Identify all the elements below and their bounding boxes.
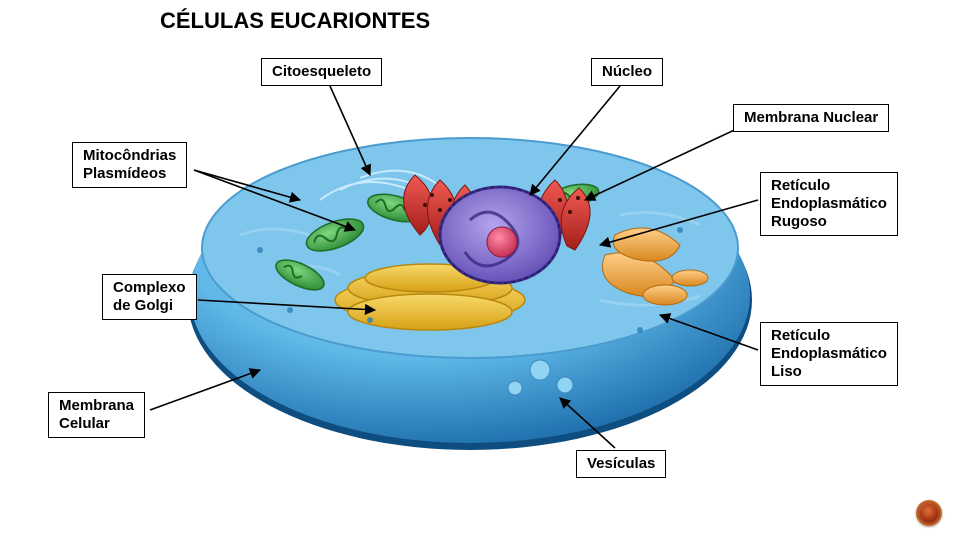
eukaryotic-cell-diagram: [0, 0, 960, 540]
label-membrana-celular: Membrana Celular: [48, 392, 145, 438]
decorative-corner-icon: [916, 500, 942, 526]
label-rel: Retículo Endoplasmático Liso: [760, 322, 898, 386]
nucleus: [440, 187, 560, 283]
label-mitocondrias: Mitocôndrias Plasmídeos: [72, 142, 187, 188]
label-nucleo: Núcleo: [591, 58, 663, 86]
label-golgi: Complexo de Golgi: [102, 274, 197, 320]
nucleolus: [487, 227, 517, 257]
label-rer: Retículo Endoplasmático Rugoso: [760, 172, 898, 236]
label-membrana-nuclear: Membrana Nuclear: [733, 104, 889, 132]
label-vesiculas: Vesículas: [576, 450, 666, 478]
label-citoesqueleto: Citoesqueleto: [261, 58, 382, 86]
